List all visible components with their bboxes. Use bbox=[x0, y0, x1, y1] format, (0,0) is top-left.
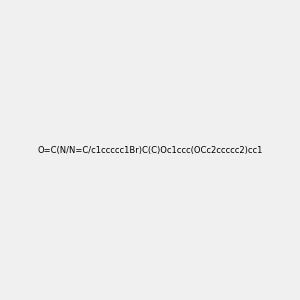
Text: O=C(N/N=C/c1ccccc1Br)C(C)Oc1ccc(OCc2ccccc2)cc1: O=C(N/N=C/c1ccccc1Br)C(C)Oc1ccc(OCc2cccc… bbox=[37, 146, 263, 154]
